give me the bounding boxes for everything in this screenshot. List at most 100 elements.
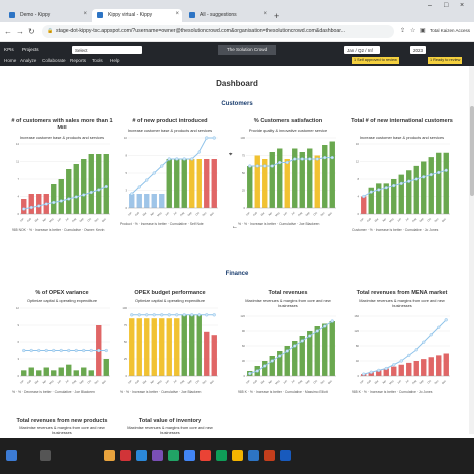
teams-icon[interactable] — [152, 450, 163, 461]
x-tick-label: Jul — [64, 217, 69, 222]
collapse-arrow-icon[interactable]: ← — [232, 224, 238, 230]
period-select[interactable]: Jan / Q2 / Inf — [344, 46, 380, 54]
bar — [421, 161, 427, 214]
close-tab-icon[interactable]: × — [83, 11, 87, 17]
x-tick-label: Sep — [304, 210, 310, 216]
kpi-chart[interactable]: 0 4 8 12 16 Jan Feb Mar Apr May Jun Jul Aug Sep Oct Nov… — [352, 142, 452, 226]
card-subtitle: Optimize capital & operating expenditure — [134, 298, 206, 303]
y-tick-label: 3 — [125, 189, 127, 193]
org-name-button[interactable]: The Solution Crowd — [218, 45, 276, 55]
app-icon[interactable] — [216, 450, 227, 461]
x-tick-label: Oct — [194, 379, 200, 385]
x-tick-label: Jul — [172, 211, 177, 216]
forward-icon[interactable]: → — [16, 27, 24, 36]
y-tick-label: 0 — [243, 374, 245, 378]
x-tick-label: Sep — [304, 378, 310, 384]
bar — [436, 355, 442, 376]
y-tick-label: 0 — [243, 206, 245, 210]
bar — [277, 148, 283, 208]
y-tick-label: 0 — [17, 374, 19, 378]
menu-reports[interactable]: Reports — [70, 58, 87, 63]
x-tick-label: Jul — [290, 211, 295, 216]
tab-demo[interactable]: Demo - Kippy × — [4, 9, 90, 22]
year-select[interactable]: 2023 — [410, 46, 426, 54]
bar — [307, 148, 313, 208]
target-point — [67, 348, 71, 353]
minimize-icon[interactable]: – — [428, 2, 432, 9]
kpi-chart[interactable]: 0 3 6 9 12 Jan Feb Mar Apr May Jun Jul Aug Sep Oct Nov D… — [12, 306, 112, 388]
target-point — [175, 313, 179, 317]
kpi-chart[interactable]: 0 40 80 120 160 Jan Feb Mar Apr May Jun Jul Aug Sep Oc… — [352, 314, 452, 388]
y-tick-label: 60 — [242, 344, 246, 348]
close-window-icon[interactable]: × — [460, 2, 465, 9]
app-icon[interactable] — [232, 450, 243, 461]
kpi-chart[interactable]: 0 25 50 75 100 Jan Feb Mar Apr May Jun Jul Aug Sep Oct… — [238, 136, 338, 220]
files-icon[interactable] — [104, 450, 115, 461]
target-point — [278, 160, 282, 165]
kpi-chart[interactable]: 0 3 5 8 10 Jan Feb Mar Apr May Jun Jul Aug Sep Oct Nov D… — [120, 136, 220, 220]
target-point — [89, 190, 93, 195]
target-point — [444, 318, 448, 322]
app-icon[interactable] — [200, 450, 211, 461]
target-point — [330, 319, 334, 323]
back-icon[interactable]: ← — [4, 27, 12, 36]
x-tick-label: Jan — [19, 216, 25, 222]
approval-badge[interactable]: 1 Self approved to review — [352, 57, 399, 64]
y-tick-label: 10 — [124, 136, 128, 140]
menu-analyze[interactable]: Analyze — [20, 58, 37, 63]
close-tab-icon[interactable]: × — [175, 11, 179, 17]
start-icon[interactable] — [6, 450, 17, 461]
y-tick-label: 4 — [357, 195, 359, 199]
kpi-chart[interactable]: 0 25 50 75 100 Jan Feb Mar Apr May Jun Jul Aug Sep Oct… — [120, 306, 220, 388]
kpi-chart[interactable]: 0 30 60 90 120 Jan Feb Mar Apr May Jun Jul Aug Sep Oct… — [238, 314, 338, 388]
menu-collaborate[interactable]: Collaborate — [42, 58, 66, 63]
new-tab-icon[interactable]: + — [274, 11, 280, 21]
y-tick-label: 0 — [357, 374, 359, 378]
target-point — [59, 199, 63, 203]
tab-suggestions[interactable]: All - suggestions × — [184, 9, 270, 22]
projects-menu[interactable]: Projects — [22, 47, 39, 52]
target-point — [197, 313, 201, 317]
app-icon[interactable] — [120, 450, 131, 461]
target-point — [248, 164, 252, 168]
powerpoint-icon[interactable] — [264, 450, 275, 461]
search-icon[interactable] — [40, 450, 51, 461]
excel-icon[interactable] — [168, 450, 179, 461]
app-icon[interactable] — [248, 450, 259, 461]
x-tick-label: Jul — [404, 217, 409, 222]
bar — [406, 170, 412, 214]
target-point — [97, 348, 101, 353]
target-point — [362, 194, 366, 199]
page-scrollbar[interactable] — [469, 66, 474, 434]
menu-help[interactable]: Help — [110, 58, 120, 63]
kpis-menu[interactable]: KPIs — [4, 47, 14, 52]
scrollbar-thumb[interactable] — [469, 106, 474, 196]
lock-icon: 🔒 — [47, 28, 54, 34]
favicon-icon — [97, 12, 103, 18]
extension-icon[interactable]: ▣ — [420, 28, 426, 34]
share-icon[interactable]: ⇪ — [400, 28, 406, 34]
target-point — [255, 369, 259, 373]
review-badge[interactable]: 1 Ready to review — [428, 57, 463, 64]
bar — [269, 152, 275, 208]
extension-label[interactable]: Total Kaizen Access — [430, 28, 471, 33]
bar — [81, 367, 87, 376]
chrome-icon[interactable] — [184, 450, 195, 461]
org-select[interactable]: Select — [72, 46, 142, 54]
reload-icon[interactable]: ↻ — [28, 27, 35, 36]
bar — [391, 179, 397, 214]
y-tick-label: 160 — [354, 314, 359, 318]
menu-home[interactable]: Home — [4, 58, 17, 63]
word-icon[interactable] — [280, 450, 291, 461]
close-tab-icon[interactable]: × — [263, 11, 267, 17]
mail-icon[interactable] — [136, 450, 147, 461]
bar — [166, 318, 172, 376]
tab-kippy-virtual[interactable]: Kippy virtual - Kippy × — [92, 9, 182, 22]
y-tick-label: 0 — [17, 212, 19, 216]
menu-tools[interactable]: Tools — [92, 58, 103, 63]
url-input[interactable]: 🔒 stage-dot-kippy-tsc.appspot.com/?usern… — [42, 25, 394, 38]
x-tick-label: Dec — [441, 378, 448, 385]
maximize-icon[interactable]: □ — [444, 2, 449, 9]
kpi-chart[interactable]: 0 4 7 11 14 Jan Feb Mar Apr May Jun Jul Aug Sep Oct Nov… — [12, 142, 112, 226]
star-icon[interactable]: ☆ — [410, 28, 416, 34]
